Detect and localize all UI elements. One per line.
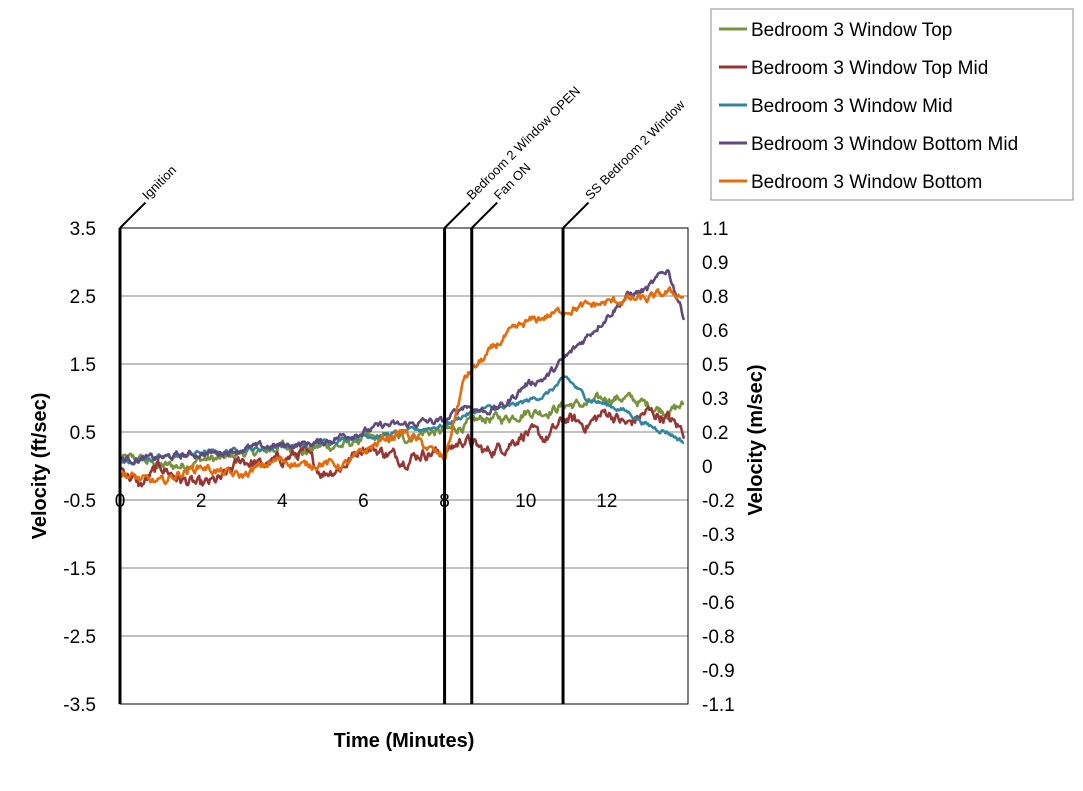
y-right-tick-label: 0 [702,457,713,478]
y-left-tick-label: 2.5 [70,287,96,308]
y-right-tick-label: -0.3 [702,525,735,546]
legend-label: Bedroom 3 Window Bottom Mid [751,134,1018,155]
x-tick-label: 0 [115,491,126,512]
x-tick-label: 4 [277,491,288,512]
y-left-tick-label: 3.5 [70,219,96,240]
y-right-tick-label: 0.9 [702,253,728,274]
y-right-tick-label: 0.8 [702,287,728,308]
event-leader [119,201,147,229]
series-lines [118,269,686,488]
y-left-tick-label: 0.5 [70,423,96,444]
event-label: Ignition [139,162,179,202]
series-line-bedroom-3-window-bottom-mid [118,269,686,466]
series-line-bedroom-3-window-top-mid [119,405,686,488]
y-right-tick-label: -0.9 [702,661,735,682]
y-left-tick-label: -0.5 [63,491,96,512]
legend-label: Bedroom 3 Window Top Mid [751,58,988,79]
series-line-bedroom-3-window-bottom [118,286,685,486]
x-tick-labels: 0 2 4 6 8 10 12 [115,491,618,512]
y-right-tick-label: -0.8 [702,627,735,648]
y-left-tick-label: 1.5 [70,355,96,376]
y-right-tick-label: -0.5 [702,559,735,580]
y-left-tick-label: -1.5 [63,559,96,580]
y-right-tick-labels: 1.1 0.9 0.8 0.6 0.5 0.3 0.2 0 -0.2 -0.3 -0.5 -0.6 -0… [702,219,735,716]
y-axis-title-left: Velocity (ft/sec) [29,393,51,540]
y-right-tick-label: -1.1 [702,695,735,716]
legend-box [710,8,1074,201]
x-tick-label: 8 [439,491,450,512]
x-axis-title: Time (Minutes) [334,730,475,752]
y-right-tick-label: 0.2 [702,423,728,444]
y-right-tick-label: -0.6 [702,593,735,614]
y-right-tick-label: -0.2 [702,491,735,512]
y-left-tick-labels: 3.5 2.5 1.5 0.5 -0.5 -1.5 -2.5 -3.5 [63,219,96,716]
series-line-bedroom-3-window-mid [118,375,685,466]
y-axis-title-right: Velocity (m/sec) [745,364,767,515]
event-leader [443,201,471,229]
y-left-tick-label: -3.5 [63,695,96,716]
legend-label: Bedroom 3 Window Mid [751,96,953,117]
x-tick-label: 6 [358,491,369,512]
event-label: Bedroom 2 Window OPEN [464,83,583,202]
y-right-tick-label: 0.3 [702,389,728,410]
y-right-tick-label: 0.5 [702,355,728,376]
y-right-tick-label: 1.1 [702,219,728,240]
x-tick-label: 10 [515,491,536,512]
legend: Bedroom 3 Window Top Bedroom 3 Window Top… [710,8,1074,201]
event-label: SS Bedroom 2 Window [582,97,688,203]
x-tick-label: 12 [596,491,617,512]
x-tick-label: 2 [196,491,207,512]
gridlines [120,227,688,705]
y-right-tick-label: 0.6 [702,321,728,342]
event-leader [562,201,590,229]
legend-label: Bedroom 3 Window Top [751,20,952,41]
plot-frame [119,227,689,705]
event-leader [471,201,498,229]
legend-label: Bedroom 3 Window Bottom [751,172,982,193]
y-left-tick-label: -2.5 [63,627,96,648]
